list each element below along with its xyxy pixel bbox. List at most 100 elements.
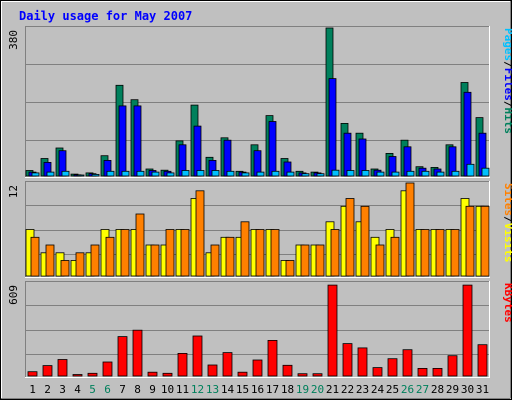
panel-2: 12 Sites/Visits xyxy=(7,181,512,278)
bar-sites xyxy=(345,198,355,277)
bar-kbytes xyxy=(252,359,263,377)
bar-kbytes xyxy=(102,361,113,377)
bar-pages xyxy=(121,170,130,177)
bar-sites xyxy=(315,244,325,277)
legend: Pages/Files/Hits xyxy=(502,28,512,134)
bar-kbytes xyxy=(132,329,143,377)
bar-sites xyxy=(90,244,100,277)
bar-pages xyxy=(76,174,85,177)
bar-files xyxy=(193,125,202,177)
bar-sites xyxy=(435,229,445,277)
x-tick-label: 30 xyxy=(461,383,474,396)
x-tick-label: 6 xyxy=(104,383,111,396)
bar-pages xyxy=(466,163,475,177)
bar-pages xyxy=(61,170,70,177)
x-tick-label: 15 xyxy=(236,383,249,396)
bar-kbytes xyxy=(357,347,368,377)
bar-pages xyxy=(91,173,100,177)
legend-entry-sites: Sites xyxy=(502,183,512,216)
bar-pages xyxy=(196,170,205,177)
bar-sites xyxy=(405,182,415,277)
bar-pages xyxy=(406,170,415,177)
x-tick-label: 22 xyxy=(341,383,354,396)
bar-kbytes xyxy=(237,371,248,377)
bar-pages xyxy=(151,171,160,177)
bar-kbytes xyxy=(57,359,68,377)
bar-pages xyxy=(286,171,295,177)
bar-pages xyxy=(181,170,190,177)
bar-sites xyxy=(450,229,460,277)
legend-entry-pages: Pages xyxy=(502,28,512,61)
legend-separator: / xyxy=(502,101,512,108)
bar-sites xyxy=(300,244,310,277)
bar-pages xyxy=(481,167,490,177)
bar-files xyxy=(223,139,232,177)
bar-pages xyxy=(226,170,235,177)
x-tick-label: 16 xyxy=(251,383,264,396)
bar-files xyxy=(118,105,127,177)
legend: Sites/Visits xyxy=(502,183,512,263)
x-tick-label: 11 xyxy=(176,383,189,396)
x-tick-label: 23 xyxy=(356,383,369,396)
bar-kbytes xyxy=(162,372,173,377)
bar-sites xyxy=(75,252,85,277)
bar-kbytes xyxy=(147,371,158,377)
bar-sites xyxy=(210,244,220,277)
x-tick-label: 29 xyxy=(446,383,459,396)
legend-separator: / xyxy=(502,61,512,68)
bar-pages xyxy=(271,170,280,177)
bar-kbytes xyxy=(222,352,233,377)
bar-sites xyxy=(30,236,40,277)
x-tick-label: 5 xyxy=(89,383,96,396)
bar-sites xyxy=(120,229,130,277)
bar-kbytes xyxy=(417,367,428,377)
bar-kbytes xyxy=(27,371,38,377)
bar-sites xyxy=(270,229,280,277)
bar-pages xyxy=(361,170,370,177)
bar-pages xyxy=(31,172,40,177)
x-tick-label: 12 xyxy=(191,383,204,396)
bar-pages xyxy=(346,170,355,177)
x-tick-label: 17 xyxy=(266,383,279,396)
bar-pages xyxy=(376,171,385,177)
x-tick-label: 7 xyxy=(119,383,126,396)
bar-sites xyxy=(240,221,250,277)
bar-kbytes xyxy=(462,284,473,377)
bar-files xyxy=(463,91,472,177)
y-max-label: 12 xyxy=(7,185,20,198)
x-tick-label: 24 xyxy=(371,383,385,396)
bar-pages xyxy=(301,173,310,177)
bar-sites xyxy=(465,205,475,277)
bar-sites xyxy=(45,244,55,277)
bar-kbytes xyxy=(177,352,188,377)
bar-sites xyxy=(135,213,145,277)
bar-sites xyxy=(390,236,400,277)
legend-entry-visits: Visits xyxy=(502,223,512,263)
bar-files xyxy=(268,121,277,177)
bar-sites xyxy=(195,190,205,277)
bar-kbytes xyxy=(312,373,323,377)
x-tick-label: 28 xyxy=(431,383,444,396)
bar-pages xyxy=(211,170,220,177)
bar-kbytes xyxy=(432,367,443,377)
bar-pages xyxy=(241,172,250,177)
bar-sites xyxy=(375,244,385,277)
legend-entry-files: Files xyxy=(502,68,512,101)
bar-pages xyxy=(46,171,55,177)
bar-pages xyxy=(436,171,445,177)
bar-kbytes xyxy=(87,372,98,377)
bar-kbytes xyxy=(297,373,308,377)
x-tick-label: 20 xyxy=(311,383,324,396)
legend-entry-kbytes: KBytes xyxy=(502,283,512,323)
chart-title: Daily usage for May 2007 xyxy=(19,9,192,23)
x-tick-label: 19 xyxy=(296,383,309,396)
x-tick-label: 27 xyxy=(416,383,429,396)
bar-kbytes xyxy=(477,344,488,377)
bar-sites xyxy=(105,236,115,277)
bar-files xyxy=(133,105,142,177)
legend-separator: / xyxy=(502,216,512,223)
x-tick-label: 1 xyxy=(29,383,36,396)
bar-pages xyxy=(421,170,430,177)
